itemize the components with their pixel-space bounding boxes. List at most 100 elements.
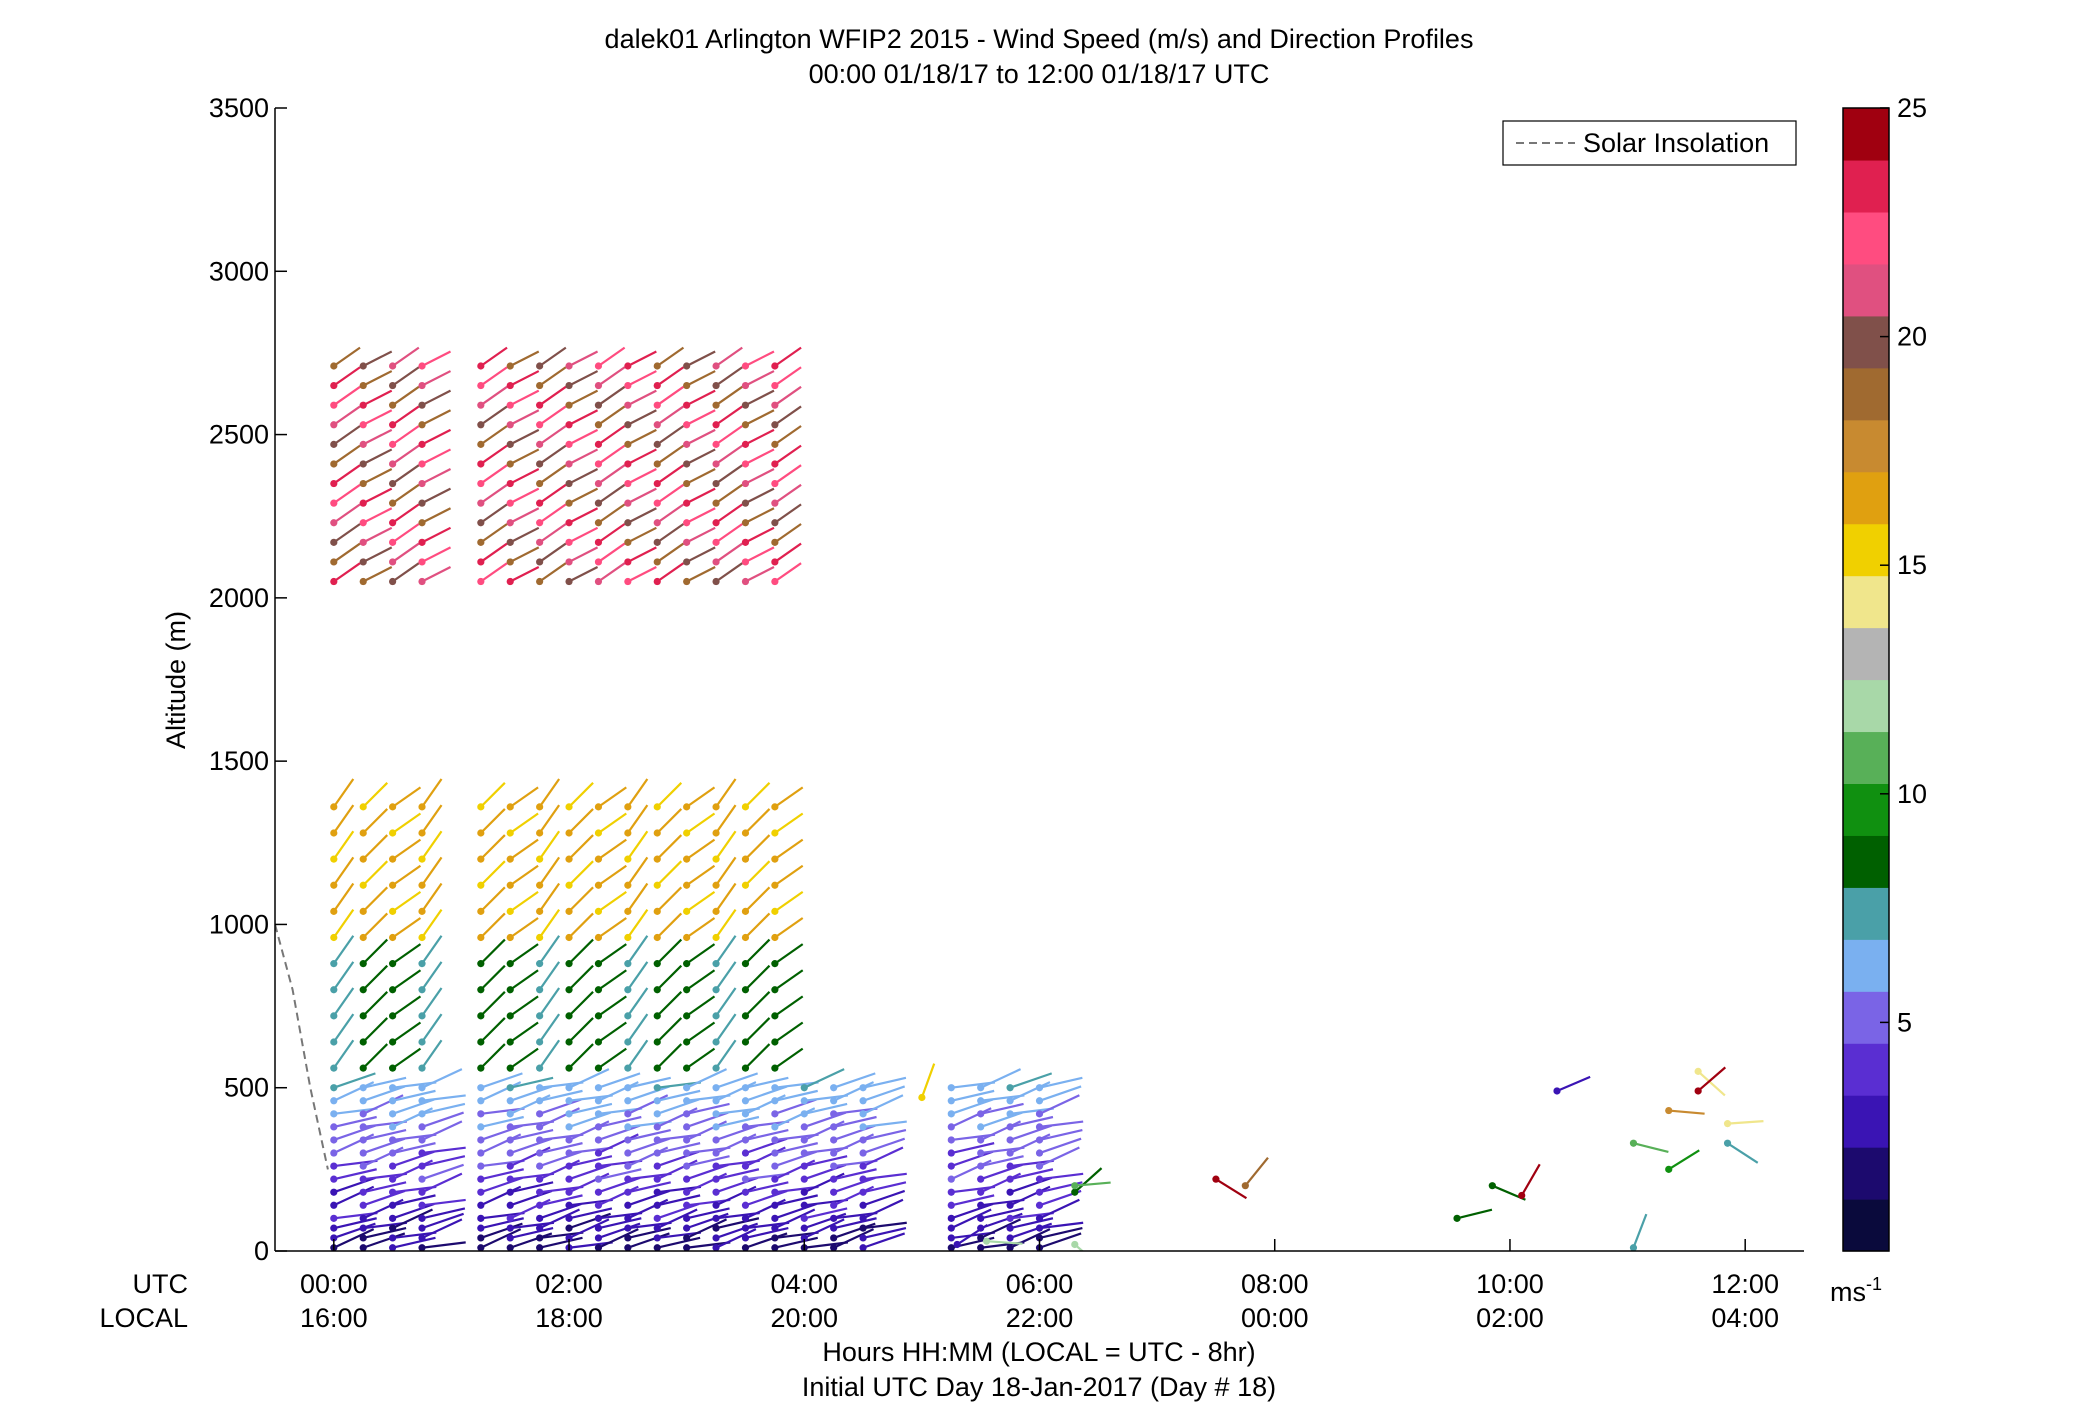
colorbar-tick-label: 15 — [1897, 550, 1927, 580]
wind-barb-head — [359, 1234, 367, 1242]
wind-barb — [362, 782, 389, 808]
wind-barb-head — [506, 421, 514, 429]
wind-barb — [392, 1208, 433, 1230]
wind-barb — [568, 448, 599, 465]
wind-barb-head — [1006, 1110, 1014, 1118]
wind-barb — [597, 995, 627, 1017]
wind-barb — [715, 961, 737, 991]
wind-barb-head — [330, 1234, 338, 1242]
wind-barb — [421, 389, 452, 407]
wind-barb — [480, 1115, 524, 1128]
wind-barb-head — [359, 907, 367, 915]
wind-barb — [392, 1202, 435, 1220]
wind-barb — [480, 1168, 524, 1181]
y-axis-ticks: 0 500 1000 1500 2000 2500 3000 3500 — [209, 93, 287, 1266]
wind-barb-head — [477, 577, 485, 586]
wind-barb — [421, 1163, 464, 1181]
wind-barb-head — [359, 479, 367, 488]
x-tick-local-label: 22:00 — [1006, 1303, 1074, 1333]
wind-barb — [568, 808, 594, 834]
wind-barb-head — [1488, 1182, 1496, 1190]
wind-barb — [391, 366, 420, 387]
wind-barb-head — [712, 803, 720, 811]
wind-barb — [597, 1185, 639, 1207]
wind-barb-head — [859, 1188, 867, 1196]
wind-barb — [509, 1232, 553, 1249]
wind-barb-head — [389, 1038, 397, 1046]
wind-barb — [332, 961, 355, 991]
wind-barb-head — [330, 1123, 338, 1131]
wind-barb — [539, 1098, 582, 1115]
wind-barb — [392, 1089, 436, 1102]
wind-barb — [597, 366, 626, 387]
wind-barb-head — [800, 1123, 808, 1131]
wind-barb — [833, 1115, 877, 1128]
wind-barb-head — [683, 499, 691, 507]
wind-barb-head — [830, 1214, 838, 1222]
wind-barb — [480, 425, 508, 446]
wind-barb-head — [741, 1064, 750, 1072]
wind-barb-head — [330, 986, 338, 994]
wind-barb — [774, 1089, 818, 1102]
wind-barb-head — [624, 421, 632, 429]
wind-barb — [597, 1021, 627, 1043]
wind-barb — [656, 1098, 700, 1115]
wind-barb-head — [683, 1214, 691, 1222]
wind-barb — [480, 808, 506, 834]
wind-barb — [480, 1176, 523, 1194]
wind-barb — [862, 1172, 907, 1181]
wind-barb — [744, 834, 771, 860]
wind-barb-head — [389, 1201, 397, 1209]
wind-barb-head — [1035, 1162, 1044, 1170]
wind-barb-head — [771, 1201, 779, 1209]
wind-barb-head — [594, 829, 603, 837]
wind-barb — [509, 409, 540, 426]
wind-barb — [391, 1047, 422, 1070]
wind-barb — [627, 370, 657, 387]
wind-barb — [744, 370, 775, 387]
wind-barb-head — [653, 855, 661, 863]
wind-barb — [774, 1150, 817, 1168]
x-tick-utc-label: 08:00 — [1241, 1269, 1309, 1299]
x-tick-local-label: 20:00 — [770, 1303, 838, 1333]
wind-barb-head — [389, 1188, 397, 1196]
wind-barb-head — [594, 960, 603, 968]
wind-barb — [980, 1068, 1022, 1089]
wind-barb-head — [506, 1188, 514, 1196]
wind-barb-head — [712, 1123, 720, 1131]
wind-barb — [509, 864, 539, 887]
sparse-wind-barb — [1633, 1142, 1669, 1154]
wind-barb-head — [624, 401, 632, 409]
wind-barb — [1039, 1221, 1084, 1230]
x-tick-local-label: 18:00 — [535, 1303, 603, 1333]
wind-barb-head — [653, 1136, 661, 1144]
wind-barb — [362, 428, 393, 446]
wind-barb — [627, 1146, 669, 1168]
wind-barb-head — [506, 881, 514, 889]
wind-barb — [656, 1150, 700, 1168]
wind-barb — [480, 938, 506, 965]
wind-barb-head — [712, 1201, 720, 1209]
wind-barb-head — [506, 479, 514, 488]
wind-barb-head — [477, 1201, 485, 1209]
x-axis-ticks: 00:00 16:00 02:00 18:00 04:00 20:00 06:00 22:00… — [300, 1239, 1779, 1333]
wind-barb-head — [477, 855, 485, 863]
wind-barb-head — [977, 1234, 985, 1242]
wind-barb — [745, 1189, 788, 1207]
wind-barb — [362, 1198, 404, 1220]
wind-barb-head — [653, 986, 661, 994]
wind-barb-head — [359, 519, 367, 527]
wind-barb-head — [712, 421, 720, 429]
wind-barb — [686, 448, 716, 465]
wind-barb-head — [389, 1149, 397, 1157]
wind-barb-head — [506, 960, 514, 968]
wind-barb-head — [594, 1149, 603, 1157]
wind-barb — [715, 1185, 757, 1207]
wind-barb — [598, 1217, 642, 1230]
wind-barb — [421, 1241, 466, 1249]
wind-barb-head — [359, 1175, 367, 1183]
wind-barb — [362, 808, 389, 834]
wind-barb — [538, 987, 561, 1017]
wind-barb — [686, 1163, 729, 1181]
wind-barb-head — [683, 1084, 691, 1092]
